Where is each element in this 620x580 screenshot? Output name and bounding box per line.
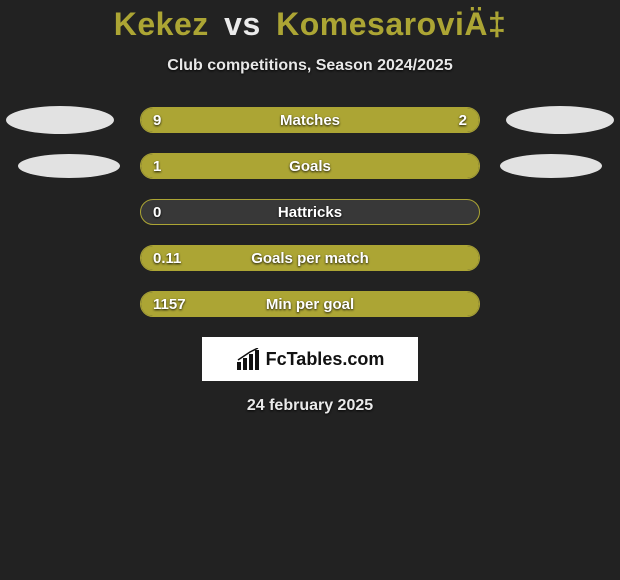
bar-fill-left: [141, 154, 479, 178]
bar-fill-left: [141, 246, 479, 270]
bar-fill-left: [141, 108, 411, 132]
stat-row: 0 Hattricks: [0, 199, 620, 225]
footer-date: 24 february 2025: [247, 397, 373, 415]
stat-bar-matches: 9 Matches 2: [140, 107, 480, 133]
stat-bar-hattricks: 0 Hattricks: [140, 199, 480, 225]
stat-label: Hattricks: [141, 200, 479, 224]
bars-trend-icon: [236, 348, 262, 370]
bar-fill-right: [411, 108, 479, 132]
bar-fill-left: [141, 292, 479, 316]
subtitle: Club competitions, Season 2024/2025: [167, 57, 452, 75]
brand-text: FcTables.com: [266, 349, 385, 370]
stats-comparison-card: Kekez vs KomesaroviÄ‡ Club competitions,…: [0, 0, 620, 415]
stat-row: 9 Matches 2: [0, 107, 620, 133]
title-player2: KomesaroviÄ‡: [276, 6, 506, 42]
stat-row: 1157 Min per goal: [0, 291, 620, 317]
placeholder-ellipse: [6, 106, 114, 134]
stat-bar-goals: 1 Goals: [140, 153, 480, 179]
stat-row: 0.11 Goals per match: [0, 245, 620, 271]
brand-box: FcTables.com: [202, 337, 418, 381]
title-player1: Kekez: [114, 6, 209, 42]
page-title: Kekez vs KomesaroviÄ‡: [114, 6, 506, 43]
stat-bar-goals-per-match: 0.11 Goals per match: [140, 245, 480, 271]
placeholder-ellipse: [506, 106, 614, 134]
placeholder-ellipse: [18, 154, 120, 178]
stat-bar-min-per-goal: 1157 Min per goal: [140, 291, 480, 317]
stat-value-left: 0: [153, 200, 161, 224]
placeholder-ellipse: [500, 154, 602, 178]
title-vs: vs: [224, 6, 261, 42]
stat-rows: 9 Matches 2 1 Goals 0 Hattricks: [0, 107, 620, 317]
stat-row: 1 Goals: [0, 153, 620, 179]
